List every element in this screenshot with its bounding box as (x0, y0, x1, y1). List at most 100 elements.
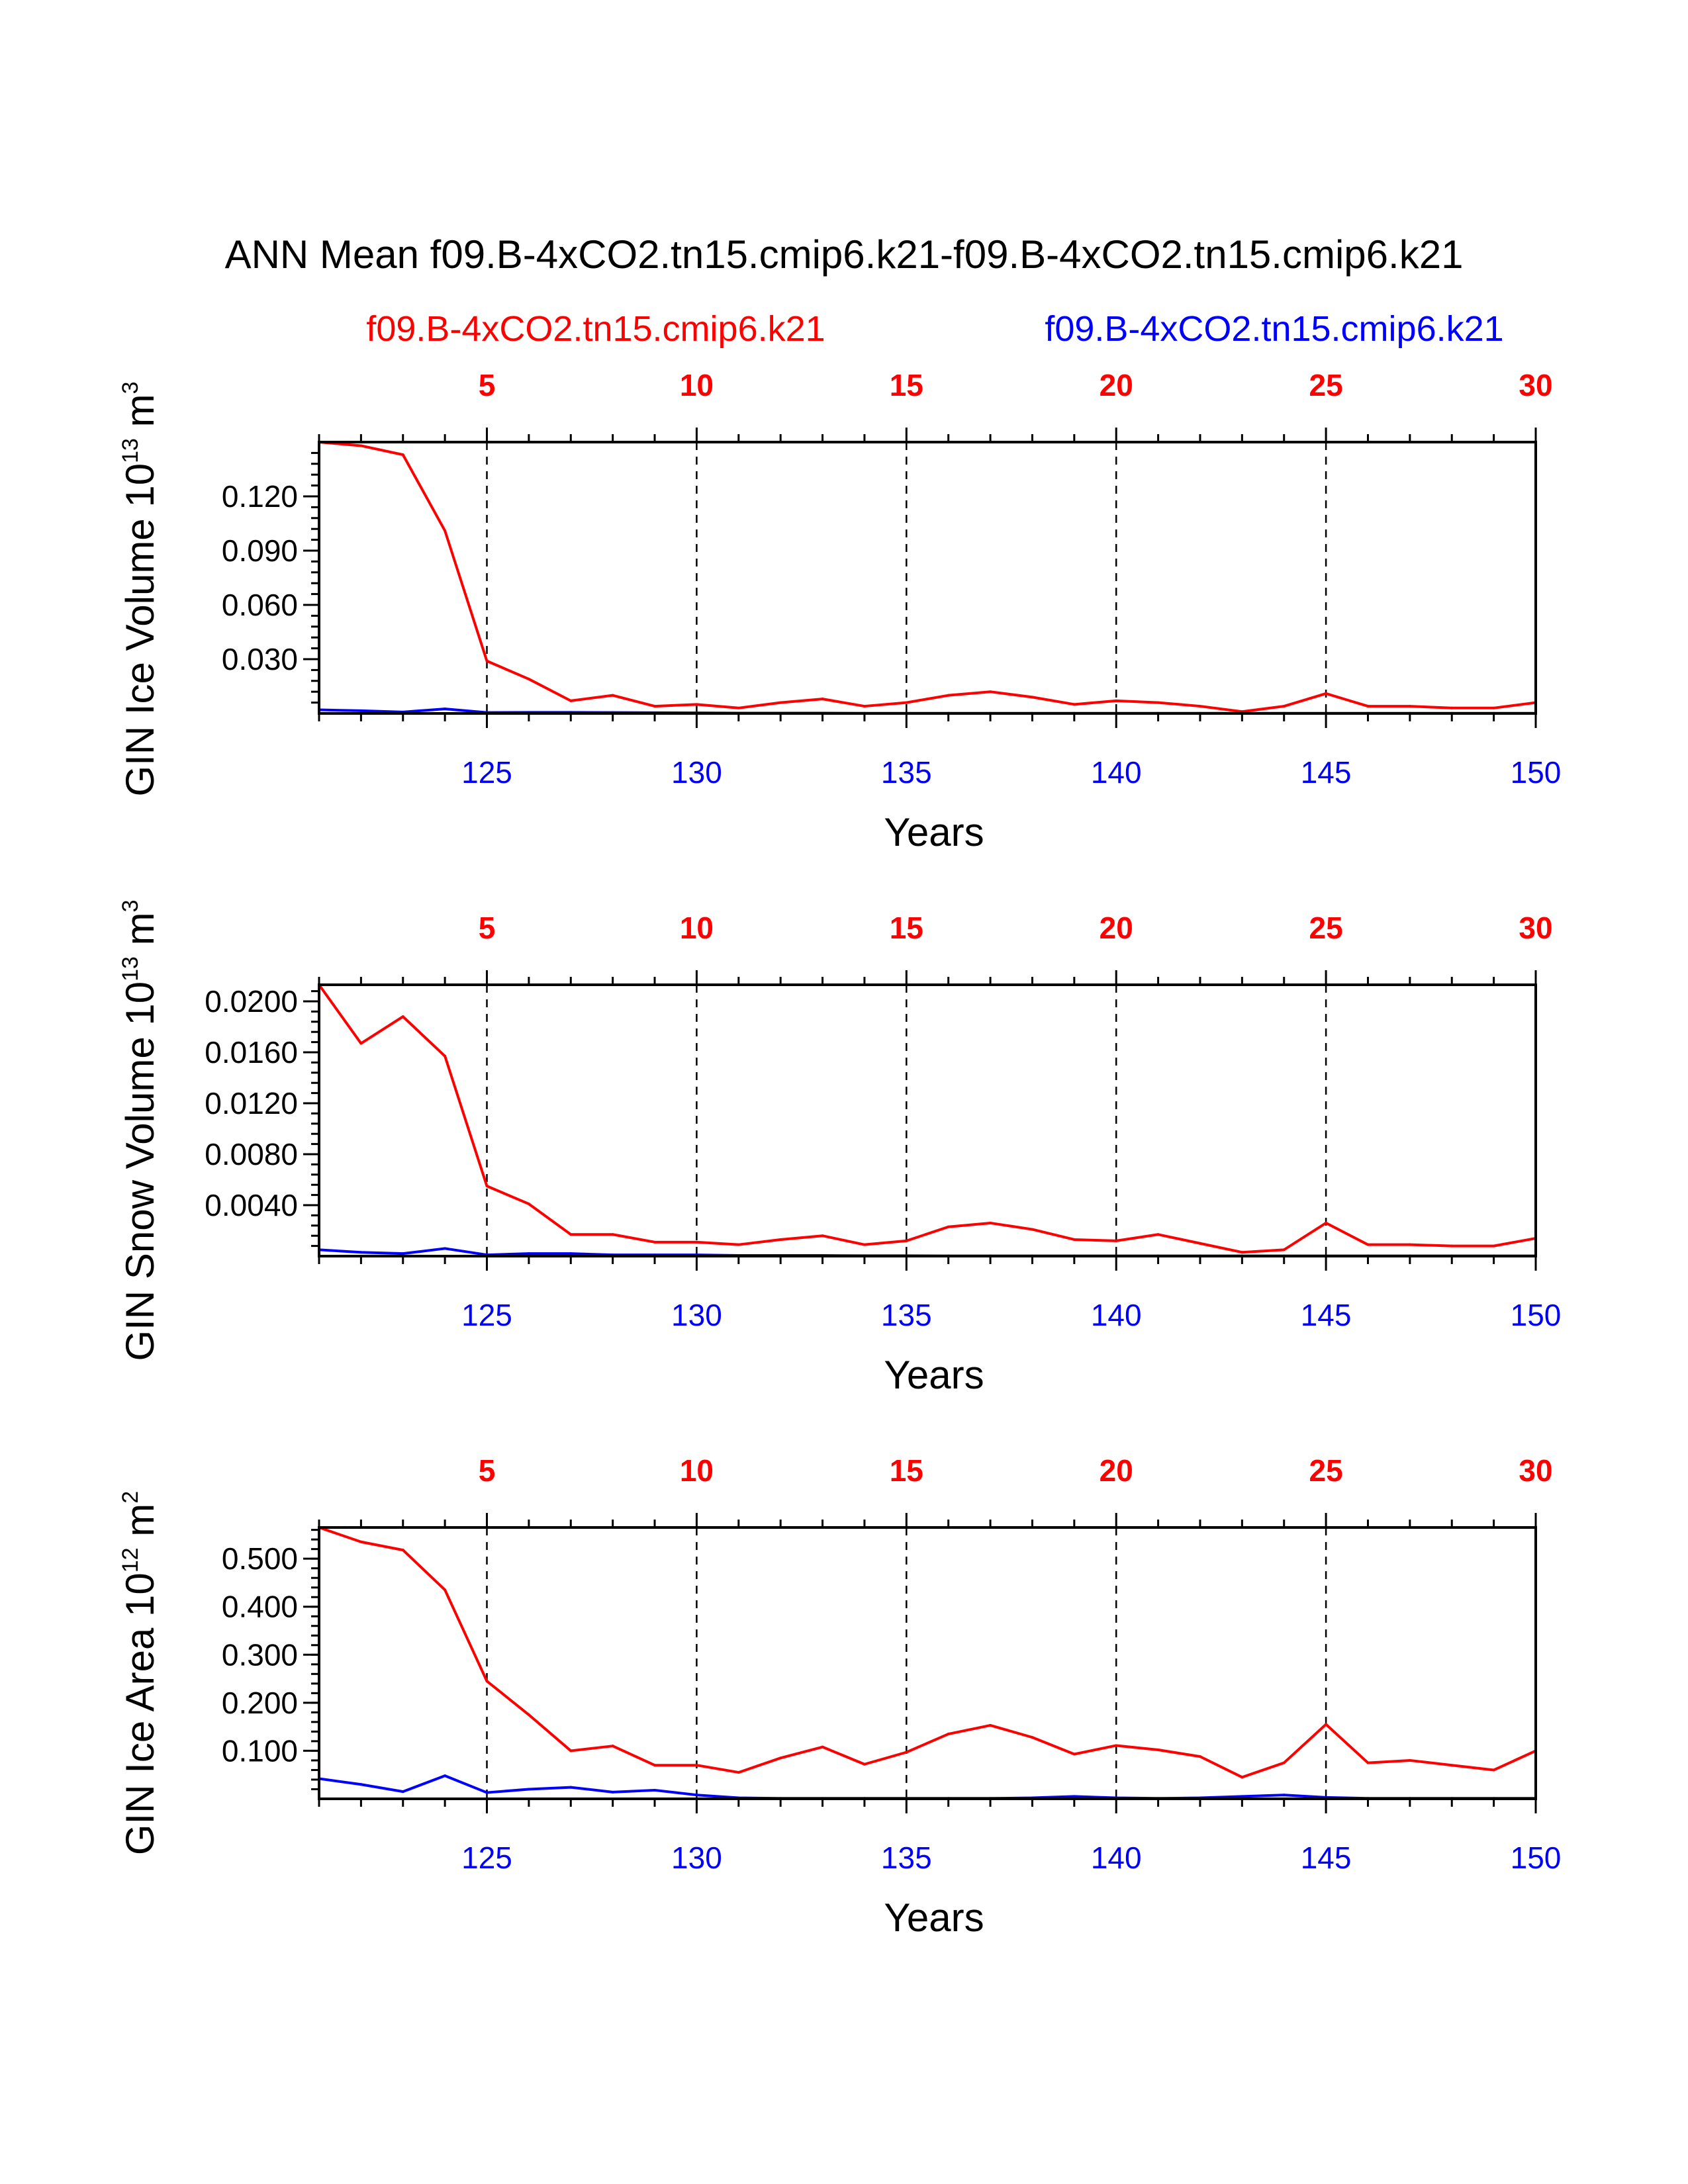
data-point-case1 (695, 703, 698, 706)
plot-frame (318, 983, 1537, 1257)
data-point-case2 (359, 1251, 363, 1254)
chart-title: ANN Mean f09.B-4xCO2.tn15.cmip6.k21-f09.… (225, 232, 1464, 277)
data-point-case1 (1366, 705, 1370, 708)
data-point-case2 (1282, 1794, 1286, 1797)
data-point-case2 (444, 1247, 447, 1250)
y-tick-labels: 0.0040 0.0080 0.0120 0.0160 0.0200 (205, 984, 298, 1222)
data-point-case1 (653, 1240, 657, 1244)
data-point-case2 (611, 1790, 614, 1794)
data-point-case2 (1241, 1795, 1244, 1798)
data-point-case1 (1072, 1238, 1076, 1241)
data-point-case1 (947, 1225, 950, 1228)
data-point-case1 (1156, 1233, 1160, 1236)
data-point-case1 (863, 705, 866, 708)
data-point-case2 (359, 709, 363, 712)
bottom-tick-label-150: 150 (1511, 1841, 1562, 1875)
top-tick-label-30: 30 (1519, 911, 1552, 945)
data-point-case1 (653, 1764, 657, 1767)
data-point-case1 (821, 1745, 824, 1749)
top-tick-label-25: 25 (1309, 368, 1343, 402)
data-point-case1 (905, 701, 908, 704)
data-point-case1 (1282, 705, 1286, 708)
y-tick-label: 0.120 (222, 479, 298, 514)
panel-ice-area: 5 10 15 20 25 30 125 130 135 140 145 150… (118, 1453, 1561, 1940)
y-tick-label: 0.400 (222, 1590, 298, 1624)
plot-frame (318, 441, 1537, 715)
data-point-case1 (1325, 692, 1328, 695)
data-point-case1 (485, 1680, 489, 1683)
y-tick-label: 0.0040 (205, 1188, 298, 1222)
y-tick-label: 0.0200 (205, 984, 298, 1019)
y-axis-title-base: GIN Snow Volume 10 (118, 981, 162, 1361)
data-point-case1 (947, 1733, 950, 1736)
data-point-case1 (695, 1240, 698, 1244)
y-axis-title-unit: m (118, 912, 162, 956)
data-point-case2 (653, 1788, 657, 1792)
y-tick-label: 0.060 (222, 588, 298, 622)
data-point-case2 (569, 1252, 573, 1255)
top-tick-label-25: 25 (1309, 1453, 1343, 1488)
data-point-case1 (695, 1764, 698, 1767)
data-point-case1 (569, 1749, 573, 1752)
y-tick-label: 0.030 (222, 642, 298, 676)
y-axis-title-unit: m (118, 394, 162, 438)
top-tick-label-20: 20 (1100, 368, 1133, 402)
data-point-case2 (527, 1788, 530, 1791)
bottom-tick-label-130: 130 (671, 1298, 722, 1332)
data-point-case1 (527, 678, 530, 681)
data-point-case1 (1408, 705, 1411, 708)
data-point-case1 (737, 1243, 740, 1246)
top-tick-label-20: 20 (1100, 1453, 1133, 1488)
data-point-case1 (863, 1243, 866, 1246)
bottom-tick-label-130: 130 (671, 1841, 722, 1875)
top-tick-label-15: 15 (890, 368, 923, 402)
data-point-case1 (905, 1751, 908, 1754)
bottom-x-axis: 125 130 135 140 145 150 (461, 1841, 1561, 1875)
data-point-case1 (779, 701, 782, 704)
data-point-case1 (1198, 1242, 1201, 1245)
legend-case2: f09.B-4xCO2.tn15.cmip6.k21 (1045, 309, 1503, 349)
data-point-case1 (569, 699, 573, 702)
top-tick-label-10: 10 (680, 911, 714, 945)
data-point-case1 (1198, 705, 1201, 708)
data-point-case1 (1325, 1221, 1328, 1224)
data-point-case1 (1282, 1248, 1286, 1251)
bottom-tick-label-140: 140 (1091, 1841, 1142, 1875)
data-point-case1 (905, 1239, 908, 1242)
data-point-case1 (989, 690, 992, 694)
bottom-tick-label-130: 130 (671, 755, 722, 790)
data-point-case2 (485, 1791, 489, 1794)
top-year-gridlines (486, 442, 1327, 713)
data-point-case1 (1072, 1752, 1076, 1756)
data-point-case1 (611, 1745, 614, 1748)
y-axis-title-unit-exp: 2 (118, 1491, 143, 1504)
data-point-case1 (1031, 1228, 1034, 1231)
bottom-tick-label-145: 145 (1301, 1841, 1352, 1875)
bottom-tick-label-135: 135 (881, 755, 932, 790)
bottom-tick-label-145: 145 (1301, 755, 1352, 790)
data-point-case1 (527, 1203, 530, 1206)
data-point-case1 (1408, 1758, 1411, 1762)
data-point-case1 (569, 1233, 573, 1236)
data-point-case1 (1115, 1744, 1118, 1747)
x-axis-title: Years (884, 810, 984, 854)
top-tick-label-15: 15 (890, 1453, 923, 1488)
data-point-case1 (1450, 1244, 1454, 1248)
top-x-axis: 5 10 15 20 25 30 (479, 368, 1553, 402)
data-point-case1 (653, 705, 657, 708)
y-axis-title: GIN Ice Area 1012 m2 (118, 1491, 162, 1855)
series-line-case1 (318, 983, 1536, 1254)
x-axis-title: Years (884, 1895, 984, 1940)
y-tick-label: 0.200 (222, 1686, 298, 1720)
bottom-tick-label-140: 140 (1091, 1298, 1142, 1332)
data-point-case2 (695, 1794, 698, 1797)
y-tick-label: 0.500 (222, 1541, 298, 1576)
y-tick-label: 0.0120 (205, 1086, 298, 1120)
top-tick-label-20: 20 (1100, 911, 1133, 945)
panel-snow-volume: 5 10 15 20 25 30 125 130 135 140 145 150… (118, 899, 1561, 1397)
y-tick-label: 0.100 (222, 1733, 298, 1768)
data-point-case1 (611, 1233, 614, 1236)
data-point-case2 (444, 707, 447, 711)
y-axis-title-base: GIN Ice Volume 10 (118, 463, 162, 797)
